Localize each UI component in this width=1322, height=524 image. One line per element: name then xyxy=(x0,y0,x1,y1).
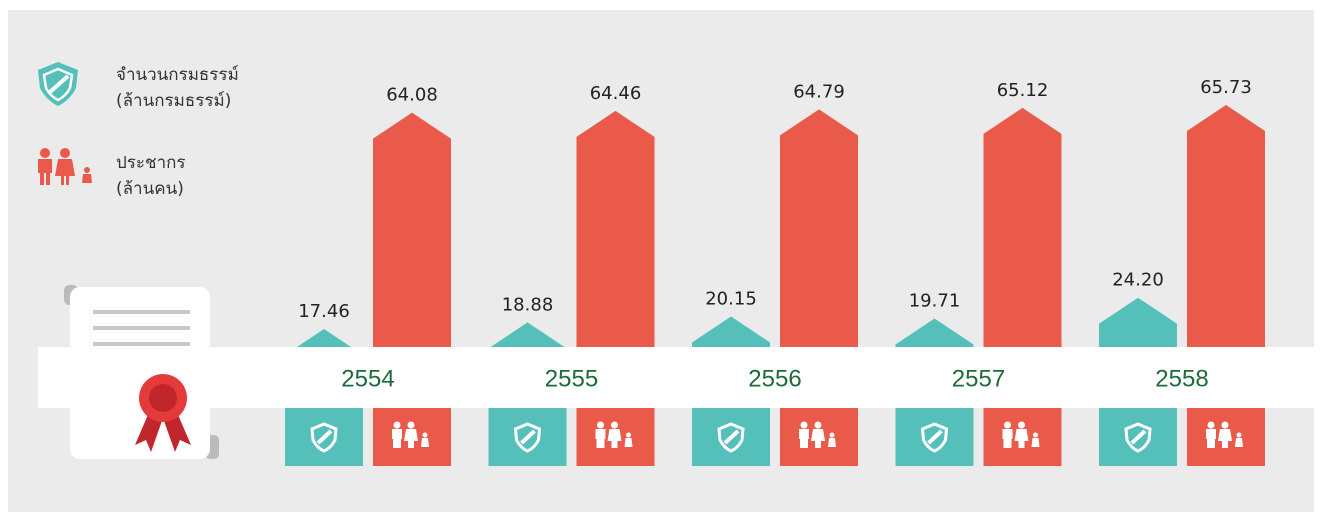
body xyxy=(1003,429,1013,439)
value-label: 20.15 xyxy=(705,289,757,310)
year-band xyxy=(38,347,1316,408)
head xyxy=(830,433,835,438)
body xyxy=(596,429,606,439)
body xyxy=(799,429,809,439)
head xyxy=(1018,422,1025,429)
legs xyxy=(393,439,401,448)
legs xyxy=(1222,441,1228,448)
year-label: 2554 xyxy=(341,365,394,392)
value-label: 64.08 xyxy=(386,85,438,106)
legs xyxy=(1019,441,1025,448)
legs xyxy=(597,439,605,448)
year-label: 2555 xyxy=(545,365,598,392)
body xyxy=(608,429,622,441)
legend-entry: ประชากร (ล้านคน) xyxy=(116,150,186,202)
head xyxy=(1222,422,1229,429)
legs xyxy=(408,441,414,448)
value-label: 64.79 xyxy=(793,81,845,102)
legs xyxy=(1207,439,1215,448)
legs xyxy=(612,441,618,448)
body xyxy=(625,438,633,447)
value-label: 24.20 xyxy=(1112,270,1164,291)
infographic: 17.46 64.08 2554 18.88 64.46 2555 20.15 64.79 25… xyxy=(0,0,1322,524)
year-label: 2557 xyxy=(952,365,1005,392)
body xyxy=(392,429,402,439)
body xyxy=(1206,429,1216,439)
head xyxy=(1004,422,1011,429)
body xyxy=(828,438,836,447)
body xyxy=(1015,429,1029,441)
body xyxy=(421,438,429,447)
body xyxy=(1032,438,1040,447)
legs xyxy=(800,439,808,448)
value-label: 17.46 xyxy=(298,301,350,322)
legs xyxy=(1004,439,1012,448)
head xyxy=(394,422,401,429)
legend-entry: จำนวนกรมธรรม์ (ล้านกรมธรรม์) xyxy=(116,62,239,114)
body xyxy=(404,429,418,441)
head xyxy=(408,422,415,429)
year-label: 2556 xyxy=(748,365,801,392)
head xyxy=(1237,433,1242,438)
head xyxy=(1033,433,1038,438)
body xyxy=(811,429,825,441)
legs xyxy=(815,441,821,448)
head xyxy=(626,433,631,438)
head xyxy=(801,422,808,429)
body xyxy=(1218,429,1232,441)
head xyxy=(815,422,822,429)
value-label: 65.73 xyxy=(1200,77,1252,98)
value-label: 19.71 xyxy=(909,291,961,312)
value-label: 64.46 xyxy=(590,83,642,104)
value-label: 18.88 xyxy=(502,294,554,315)
head xyxy=(423,433,428,438)
value-label: 65.12 xyxy=(997,80,1049,101)
head xyxy=(611,422,618,429)
head xyxy=(1208,422,1215,429)
year-label: 2558 xyxy=(1155,365,1208,392)
head xyxy=(597,422,604,429)
body xyxy=(1235,438,1243,447)
